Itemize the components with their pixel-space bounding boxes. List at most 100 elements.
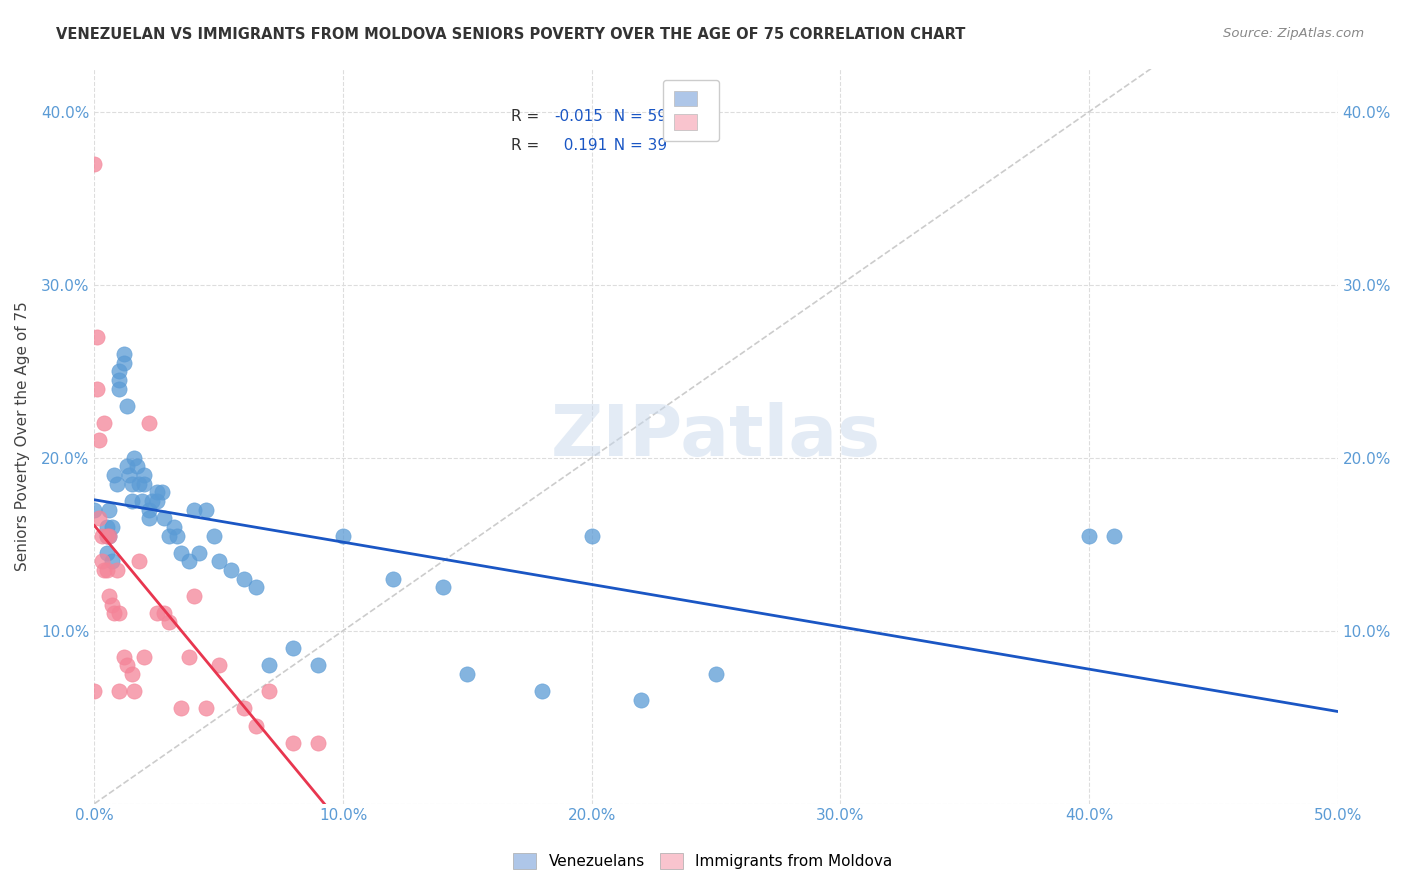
Point (208, 658, 231, 673)
Point (98, 502, 121, 516)
Point (381, 572, 404, 586)
Point (245, 719, 267, 733)
Point (432, 581, 454, 595)
Point (103, 607, 125, 621)
Point (131, 494, 153, 508)
Point (93, 416, 115, 430)
Point (83, 502, 105, 516)
Point (122, 684, 145, 698)
Point (183, 502, 205, 516)
Text: N = 59: N = 59 (605, 109, 668, 124)
Text: R =: R = (510, 109, 544, 124)
Text: VENEZUELAN VS IMMIGRANTS FROM MOLDOVA SENIORS POVERTY OVER THE AGE OF 75 CORRELA: VENEZUELAN VS IMMIGRANTS FROM MOLDOVA SE… (56, 27, 966, 42)
Point (150, 485, 173, 500)
Point (1102, 528, 1125, 542)
Point (93, 563, 115, 577)
Text: ZIPatlas: ZIPatlas (551, 401, 882, 471)
Point (96, 528, 118, 542)
Point (157, 615, 180, 629)
Text: Source: ZipAtlas.com: Source: ZipAtlas.com (1223, 27, 1364, 40)
Point (112, 355, 135, 369)
Point (530, 684, 553, 698)
Point (157, 528, 180, 542)
Point (219, 563, 242, 577)
Point (96, 528, 118, 542)
Point (232, 572, 254, 586)
Point (115, 459, 138, 474)
Point (108, 364, 131, 378)
Point (307, 658, 329, 673)
Point (245, 581, 267, 595)
Point (134, 467, 156, 482)
Point (1078, 528, 1101, 542)
Point (89, 434, 111, 448)
Point (108, 684, 131, 698)
Point (128, 554, 150, 568)
Point (112, 347, 135, 361)
Point (581, 528, 603, 542)
Point (118, 467, 141, 482)
Point (108, 382, 131, 396)
Point (208, 554, 231, 568)
Point (283, 736, 305, 750)
Point (145, 607, 167, 621)
Point (232, 701, 254, 715)
Point (202, 528, 225, 542)
Point (108, 607, 131, 621)
Point (195, 502, 218, 516)
Point (89, 511, 111, 525)
Point (83, 156, 105, 170)
Point (183, 589, 205, 603)
Point (257, 684, 280, 698)
Point (90, 528, 112, 542)
Legend: , : , (662, 80, 720, 141)
Point (153, 511, 176, 525)
Point (98, 528, 121, 542)
Point (138, 416, 160, 430)
Text: 0.191: 0.191 (554, 138, 607, 153)
Point (170, 546, 193, 560)
Point (704, 666, 727, 681)
Point (101, 520, 124, 534)
Point (138, 502, 160, 516)
Point (134, 476, 156, 491)
Point (630, 693, 652, 707)
Point (125, 459, 148, 474)
Point (103, 467, 125, 482)
Text: -0.015: -0.015 (554, 109, 603, 124)
Point (283, 640, 305, 655)
Point (105, 563, 128, 577)
Point (86, 382, 108, 396)
Point (134, 649, 156, 664)
Point (96, 546, 118, 560)
Point (121, 494, 143, 508)
Point (121, 666, 143, 681)
Point (115, 658, 138, 673)
Point (108, 373, 131, 387)
Point (170, 701, 193, 715)
Point (257, 658, 280, 673)
Text: R =: R = (510, 138, 544, 153)
Point (98, 589, 121, 603)
Point (83, 684, 105, 698)
Y-axis label: Seniors Poverty Over the Age of 75: Seniors Poverty Over the Age of 75 (15, 301, 30, 571)
Point (307, 736, 329, 750)
Point (195, 701, 218, 715)
Point (177, 649, 200, 664)
Point (98, 528, 121, 542)
Point (112, 649, 135, 664)
Point (145, 485, 167, 500)
Point (96, 563, 118, 577)
Point (86, 329, 108, 343)
Point (96, 520, 118, 534)
Point (166, 528, 188, 542)
Point (122, 450, 145, 465)
Point (121, 476, 143, 491)
Point (138, 511, 160, 525)
Text: N = 39: N = 39 (605, 138, 668, 153)
Point (128, 476, 150, 491)
Point (187, 546, 209, 560)
Point (141, 494, 163, 508)
Point (115, 399, 138, 413)
Point (332, 528, 354, 542)
